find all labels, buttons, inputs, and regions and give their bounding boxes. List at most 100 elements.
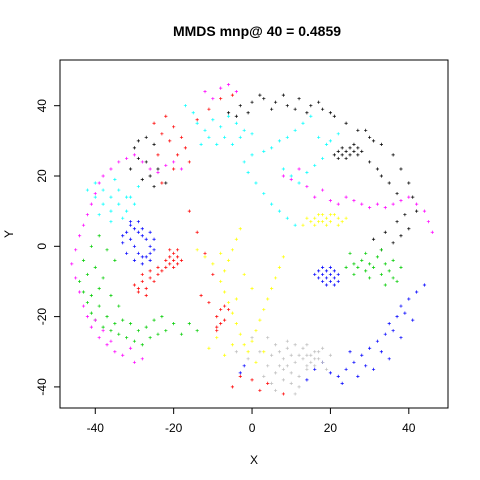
data-point	[219, 86, 223, 90]
data-point	[203, 90, 207, 94]
data-point	[332, 114, 336, 118]
data-point	[270, 202, 274, 206]
data-point	[242, 128, 246, 132]
data-point	[415, 290, 419, 294]
data-point	[207, 107, 211, 111]
data-point	[230, 311, 235, 315]
data-point	[391, 276, 395, 280]
y-tick-label: -20	[35, 308, 49, 326]
data-point	[250, 336, 254, 340]
data-point	[368, 262, 372, 266]
data-point	[121, 353, 125, 357]
data-point	[324, 142, 329, 146]
data-point	[305, 367, 309, 371]
data-point	[411, 195, 415, 199]
data-point	[160, 181, 164, 185]
x-axis-label: X	[250, 453, 258, 467]
data-point	[250, 132, 254, 136]
data-point	[109, 220, 113, 224]
x-tick-label: 20	[324, 421, 338, 435]
data-point	[226, 111, 231, 115]
data-point	[364, 364, 368, 368]
data-point	[125, 195, 129, 199]
series-0	[128, 93, 419, 252]
data-point	[117, 160, 121, 164]
data-point	[117, 188, 121, 192]
data-point	[93, 318, 97, 322]
data-point	[85, 300, 90, 305]
data-point	[250, 378, 254, 382]
data-point	[250, 153, 254, 157]
data-point	[246, 111, 250, 115]
data-point	[156, 153, 160, 157]
data-point	[368, 276, 372, 280]
data-point	[313, 272, 317, 277]
data-point	[93, 191, 97, 196]
data-point	[148, 336, 152, 340]
data-point	[356, 374, 360, 378]
data-point	[223, 135, 227, 139]
data-point	[352, 272, 356, 277]
data-point	[140, 343, 144, 347]
data-point	[379, 174, 383, 178]
data-point	[132, 202, 137, 206]
data-point	[328, 220, 333, 224]
data-point	[109, 293, 113, 298]
data-point	[132, 360, 137, 364]
data-point	[113, 322, 117, 326]
data-point	[125, 209, 129, 213]
data-point	[152, 121, 156, 125]
data-point	[289, 371, 293, 375]
data-point	[230, 142, 235, 146]
data-point	[273, 343, 278, 347]
data-point	[285, 104, 289, 108]
data-point	[328, 272, 333, 277]
data-point	[348, 251, 352, 255]
data-point	[121, 234, 125, 238]
data-point	[309, 220, 313, 224]
data-point	[364, 128, 368, 132]
data-point	[211, 262, 215, 266]
data-point	[281, 367, 285, 371]
data-point	[246, 170, 250, 175]
data-point	[399, 234, 403, 238]
data-point	[368, 160, 372, 164]
data-point	[305, 364, 309, 368]
data-point	[175, 248, 180, 252]
data-point	[266, 336, 270, 340]
data-point	[383, 230, 387, 234]
data-point	[128, 167, 133, 171]
data-point	[379, 272, 383, 277]
data-point	[320, 220, 325, 224]
data-point	[175, 153, 180, 157]
data-point	[336, 202, 340, 206]
data-point	[164, 265, 168, 269]
data-point	[207, 300, 211, 305]
data-point	[89, 311, 93, 315]
data-point	[140, 272, 144, 277]
data-point	[226, 307, 231, 312]
data-point	[132, 258, 137, 262]
data-point	[191, 111, 195, 115]
data-point	[407, 195, 411, 199]
data-point	[328, 353, 333, 357]
data-point	[297, 97, 301, 101]
data-point	[148, 276, 152, 280]
data-point	[160, 269, 164, 273]
data-point	[258, 388, 262, 393]
data-point	[320, 272, 325, 277]
data-point	[144, 286, 148, 291]
data-point	[379, 142, 383, 146]
data-point	[109, 339, 113, 343]
y-tick-label: -40	[35, 378, 49, 396]
data-point	[148, 258, 152, 262]
data-point	[328, 199, 333, 203]
data-point	[266, 381, 270, 385]
data-point	[77, 290, 82, 294]
data-point	[128, 220, 133, 224]
data-point	[344, 156, 348, 161]
data-point	[375, 339, 380, 343]
data-point	[356, 265, 360, 269]
